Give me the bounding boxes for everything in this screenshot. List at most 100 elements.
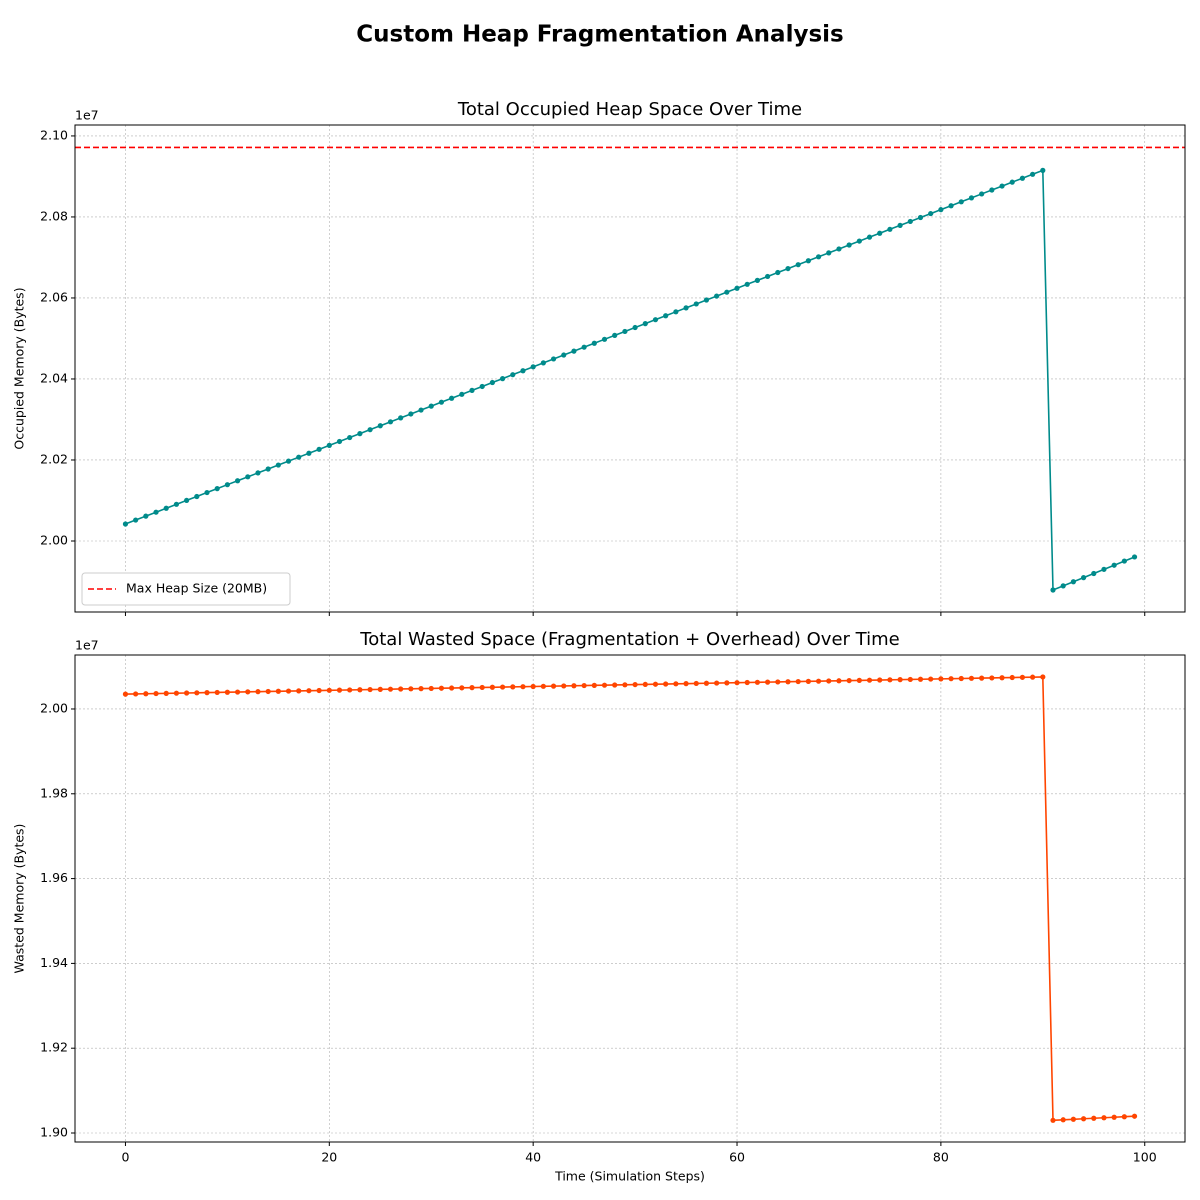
- data-point: [224, 689, 230, 695]
- data-point: [285, 688, 292, 694]
- data-point: [459, 685, 465, 691]
- data-point: [948, 676, 954, 682]
- x-axis-label: Time (Simulation Steps): [554, 1169, 705, 1184]
- data-point: [968, 195, 975, 201]
- data-point: [377, 686, 383, 692]
- x-tick-label: 60: [729, 1150, 745, 1165]
- data-point: [999, 675, 1005, 681]
- data-point: [122, 521, 129, 527]
- data-point: [479, 684, 485, 691]
- data-point: [530, 364, 536, 370]
- data-point: [1131, 554, 1138, 560]
- data-point: [1009, 674, 1015, 681]
- data-point: [612, 682, 618, 688]
- data-point: [958, 199, 964, 205]
- y-tick-label: 2.08: [40, 208, 68, 223]
- data-point: [1050, 587, 1056, 593]
- data-point: [1101, 1115, 1107, 1121]
- data-point: [1060, 583, 1066, 589]
- data-point: [326, 442, 332, 449]
- data-point: [836, 246, 842, 252]
- data-point: [336, 438, 343, 445]
- data-point: [571, 683, 577, 689]
- data-point: [663, 681, 669, 687]
- data-point: [714, 680, 720, 686]
- data-point: [877, 677, 883, 683]
- data-point: [214, 689, 220, 696]
- data-point: [734, 285, 740, 291]
- data-point: [979, 191, 985, 197]
- data-point: [510, 684, 516, 690]
- data-point: [1040, 167, 1046, 173]
- data-point: [143, 513, 149, 519]
- data-point: [255, 470, 261, 476]
- data-point: [133, 517, 139, 523]
- data-point: [1121, 558, 1127, 564]
- data-point: [184, 497, 190, 504]
- data-point: [591, 340, 597, 346]
- data-point: [316, 446, 322, 452]
- data-point: [499, 684, 506, 690]
- x-tick-label: 0: [121, 1150, 129, 1165]
- data-point: [275, 462, 281, 468]
- data-point: [734, 680, 740, 686]
- data-point: [989, 675, 995, 681]
- series-line: [125, 169, 1135, 592]
- data-point: [673, 681, 679, 687]
- data-point: [703, 680, 710, 686]
- data-point: [540, 360, 546, 366]
- data-point: [449, 685, 455, 691]
- data-point: [744, 679, 750, 686]
- data-point: [316, 687, 322, 694]
- data-point: [122, 691, 129, 697]
- series-line: [125, 676, 1135, 1122]
- y-tick-label: 1.98: [40, 785, 68, 800]
- data-point: [265, 466, 271, 472]
- data-point: [347, 687, 353, 693]
- legend-box: [81, 572, 291, 606]
- data-point: [765, 273, 771, 280]
- data-point: [693, 680, 699, 687]
- data-point: [928, 210, 934, 217]
- data-point: [632, 681, 638, 688]
- data-point: [408, 686, 414, 692]
- data-point: [612, 332, 618, 338]
- data-point: [347, 434, 353, 441]
- data-point: [897, 222, 903, 228]
- data-point: [693, 301, 699, 307]
- data-point: [296, 454, 302, 460]
- data-point: [826, 678, 832, 684]
- data-point: [775, 269, 781, 276]
- data-point: [469, 387, 475, 393]
- data-point: [887, 677, 893, 683]
- data-point: [173, 690, 180, 696]
- data-point: [428, 403, 434, 409]
- data-point: [887, 226, 893, 232]
- data-point: [377, 423, 383, 429]
- y-tick-label: 2.04: [40, 370, 68, 385]
- y-offset-label: 1e7: [75, 638, 99, 653]
- data-point: [897, 677, 903, 683]
- y-axis-label: Occupied Memory (Bytes): [12, 287, 27, 449]
- y-tick-label: 1.90: [40, 1125, 68, 1140]
- subplot-title: Total Wasted Space (Fragmentation + Over…: [359, 629, 899, 650]
- data-point: [938, 676, 944, 682]
- data-point: [540, 683, 546, 689]
- data-point: [561, 352, 567, 358]
- data-point: [489, 379, 495, 386]
- data-point: [163, 690, 169, 696]
- data-point: [275, 688, 281, 694]
- data-point: [877, 230, 883, 236]
- data-point: [581, 344, 587, 350]
- data-point: [245, 689, 251, 695]
- data-point: [234, 478, 241, 484]
- data-point: [754, 679, 761, 685]
- x-tick-label: 20: [321, 1150, 337, 1165]
- data-point: [1111, 1114, 1117, 1120]
- data-point: [173, 501, 180, 507]
- data-point: [775, 679, 781, 685]
- y-tick-label: 2.02: [40, 451, 68, 466]
- data-point: [673, 309, 679, 315]
- data-point: [979, 675, 985, 681]
